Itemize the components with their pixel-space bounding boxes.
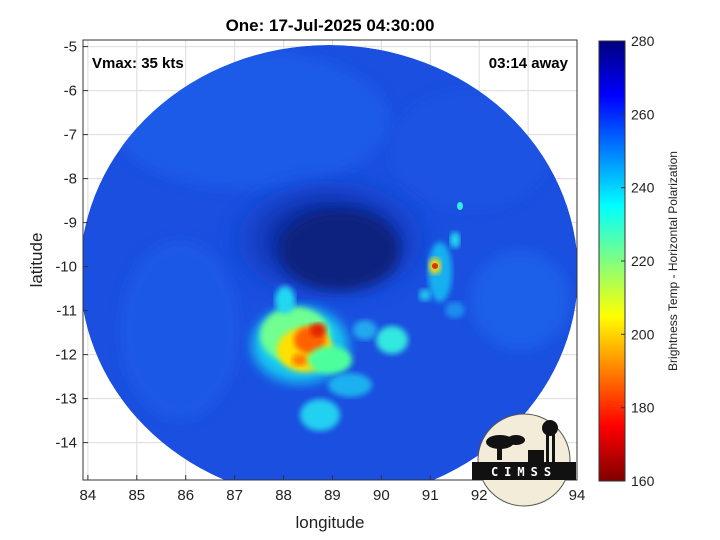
band-south <box>300 399 340 431</box>
colorbar-tick-label: 160 <box>631 473 655 489</box>
y-tick-label: -12 <box>55 347 77 364</box>
colorbar-tick-label: 220 <box>631 253 655 269</box>
cimss-logo: CIMSS <box>472 413 576 507</box>
y-tick-label: -11 <box>56 303 77 320</box>
y-tick-label: -8 <box>64 171 77 188</box>
x-tick-label: 86 <box>177 487 194 504</box>
y-tick-label: -5 <box>64 39 77 56</box>
brightness-temp-image <box>83 45 577 480</box>
y-tick-label: -9 <box>64 215 77 232</box>
y-tick-label: -6 <box>64 83 77 100</box>
cimss-logo-text: CIMSS <box>491 465 557 479</box>
y-tick-label: -10 <box>55 259 77 276</box>
x-tick-label: 85 <box>128 487 145 504</box>
y-tick-label: -7 <box>64 127 77 144</box>
x-tick-label: 88 <box>275 487 292 504</box>
vmax-annotation: Vmax: 35 kts <box>92 55 184 72</box>
x-tick-label: 84 <box>80 487 97 504</box>
time-away-annotation: 03:14 away <box>489 55 569 72</box>
colorbar-tick-label: 260 <box>631 106 655 122</box>
convection-east <box>419 202 465 318</box>
colorbar-tick-label: 180 <box>631 400 655 416</box>
x-tick-label: 92 <box>471 487 488 504</box>
x-tick-label: 87 <box>226 487 243 504</box>
colorbar-tick-label: 240 <box>631 180 655 196</box>
band-east <box>376 326 408 354</box>
x-tick-label: 91 <box>422 487 439 504</box>
colorbar-label: Brightness Temp - Horizontal Polarizatio… <box>666 151 680 371</box>
y-axis-label: latitude <box>27 233 46 288</box>
x-tick-label: 89 <box>324 487 341 504</box>
x-tick-label: 94 <box>569 487 586 504</box>
x-tick-label: 90 <box>373 487 390 504</box>
convection-west <box>252 286 352 383</box>
y-axis-ticks: -5 -6 -7 -8 -9 -10 -11 -12 -13 -14 <box>55 39 88 452</box>
colorbar-tick-label: 280 <box>631 33 655 49</box>
colorbar: 280 260 240 220 200 180 160 Brightness Temp - … <box>598 33 680 489</box>
colorbar-tick-label: 200 <box>631 326 655 342</box>
x-axis-label: longitude <box>295 513 364 532</box>
y-tick-label: -13 <box>55 391 77 408</box>
y-tick-label: -14 <box>55 435 77 452</box>
plot-title: One: 17-Jul-2025 04:30:00 <box>226 16 435 35</box>
